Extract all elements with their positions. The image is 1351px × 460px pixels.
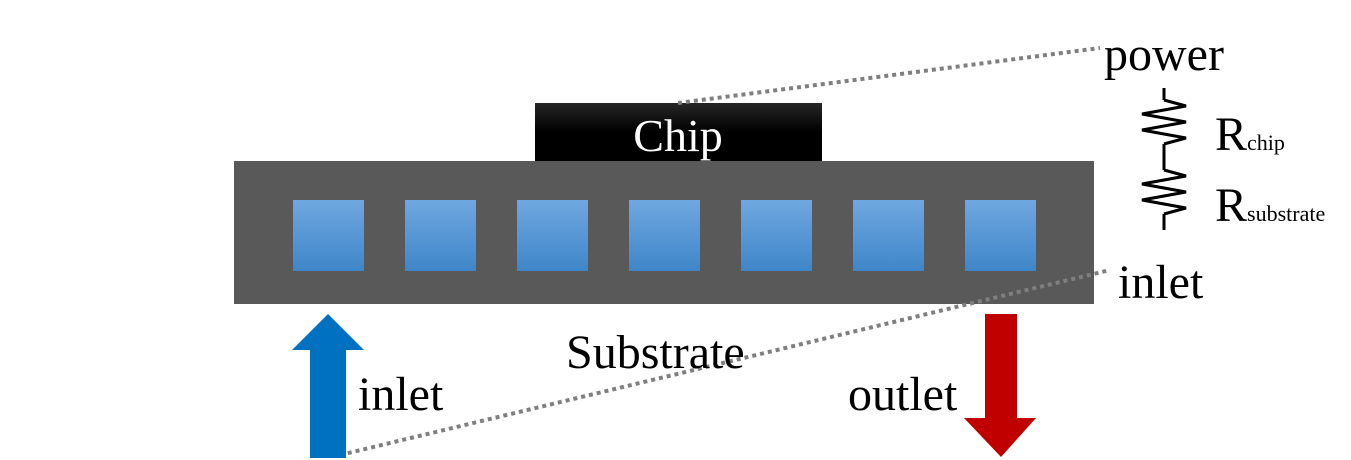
- microchannel: [517, 200, 588, 271]
- chip-label: Chip: [633, 110, 722, 161]
- r-chip-main: R: [1215, 108, 1247, 161]
- outlet-label: outlet: [848, 368, 958, 421]
- r-substrate-label: Rsubstrate: [1215, 179, 1325, 232]
- microchannel: [293, 200, 364, 271]
- inlet-right-label: inlet: [1118, 256, 1204, 309]
- arrow-down-icon: [964, 314, 1036, 457]
- microchannel: [965, 200, 1036, 271]
- r-chip-label: Rchip: [1215, 108, 1285, 161]
- microchannel: [405, 200, 476, 271]
- microchannel: [629, 200, 700, 271]
- substrate-label: Substrate: [566, 326, 745, 379]
- r-substrate-sub: substrate: [1247, 201, 1325, 226]
- microchannel-group: [293, 200, 1036, 271]
- dotted-line-power: [677, 46, 1101, 105]
- dotted-line-inlet: [339, 268, 1111, 457]
- r-chip-sub: chip: [1247, 130, 1285, 155]
- r-substrate-main: R: [1215, 179, 1247, 232]
- arrow-up-icon: [292, 314, 364, 458]
- microchannel: [853, 200, 924, 271]
- inlet-label: inlet: [358, 368, 444, 421]
- microchannel: [741, 200, 812, 271]
- chip: [535, 103, 822, 161]
- power-label: power: [1104, 28, 1224, 81]
- resistor-icon: [1141, 88, 1187, 230]
